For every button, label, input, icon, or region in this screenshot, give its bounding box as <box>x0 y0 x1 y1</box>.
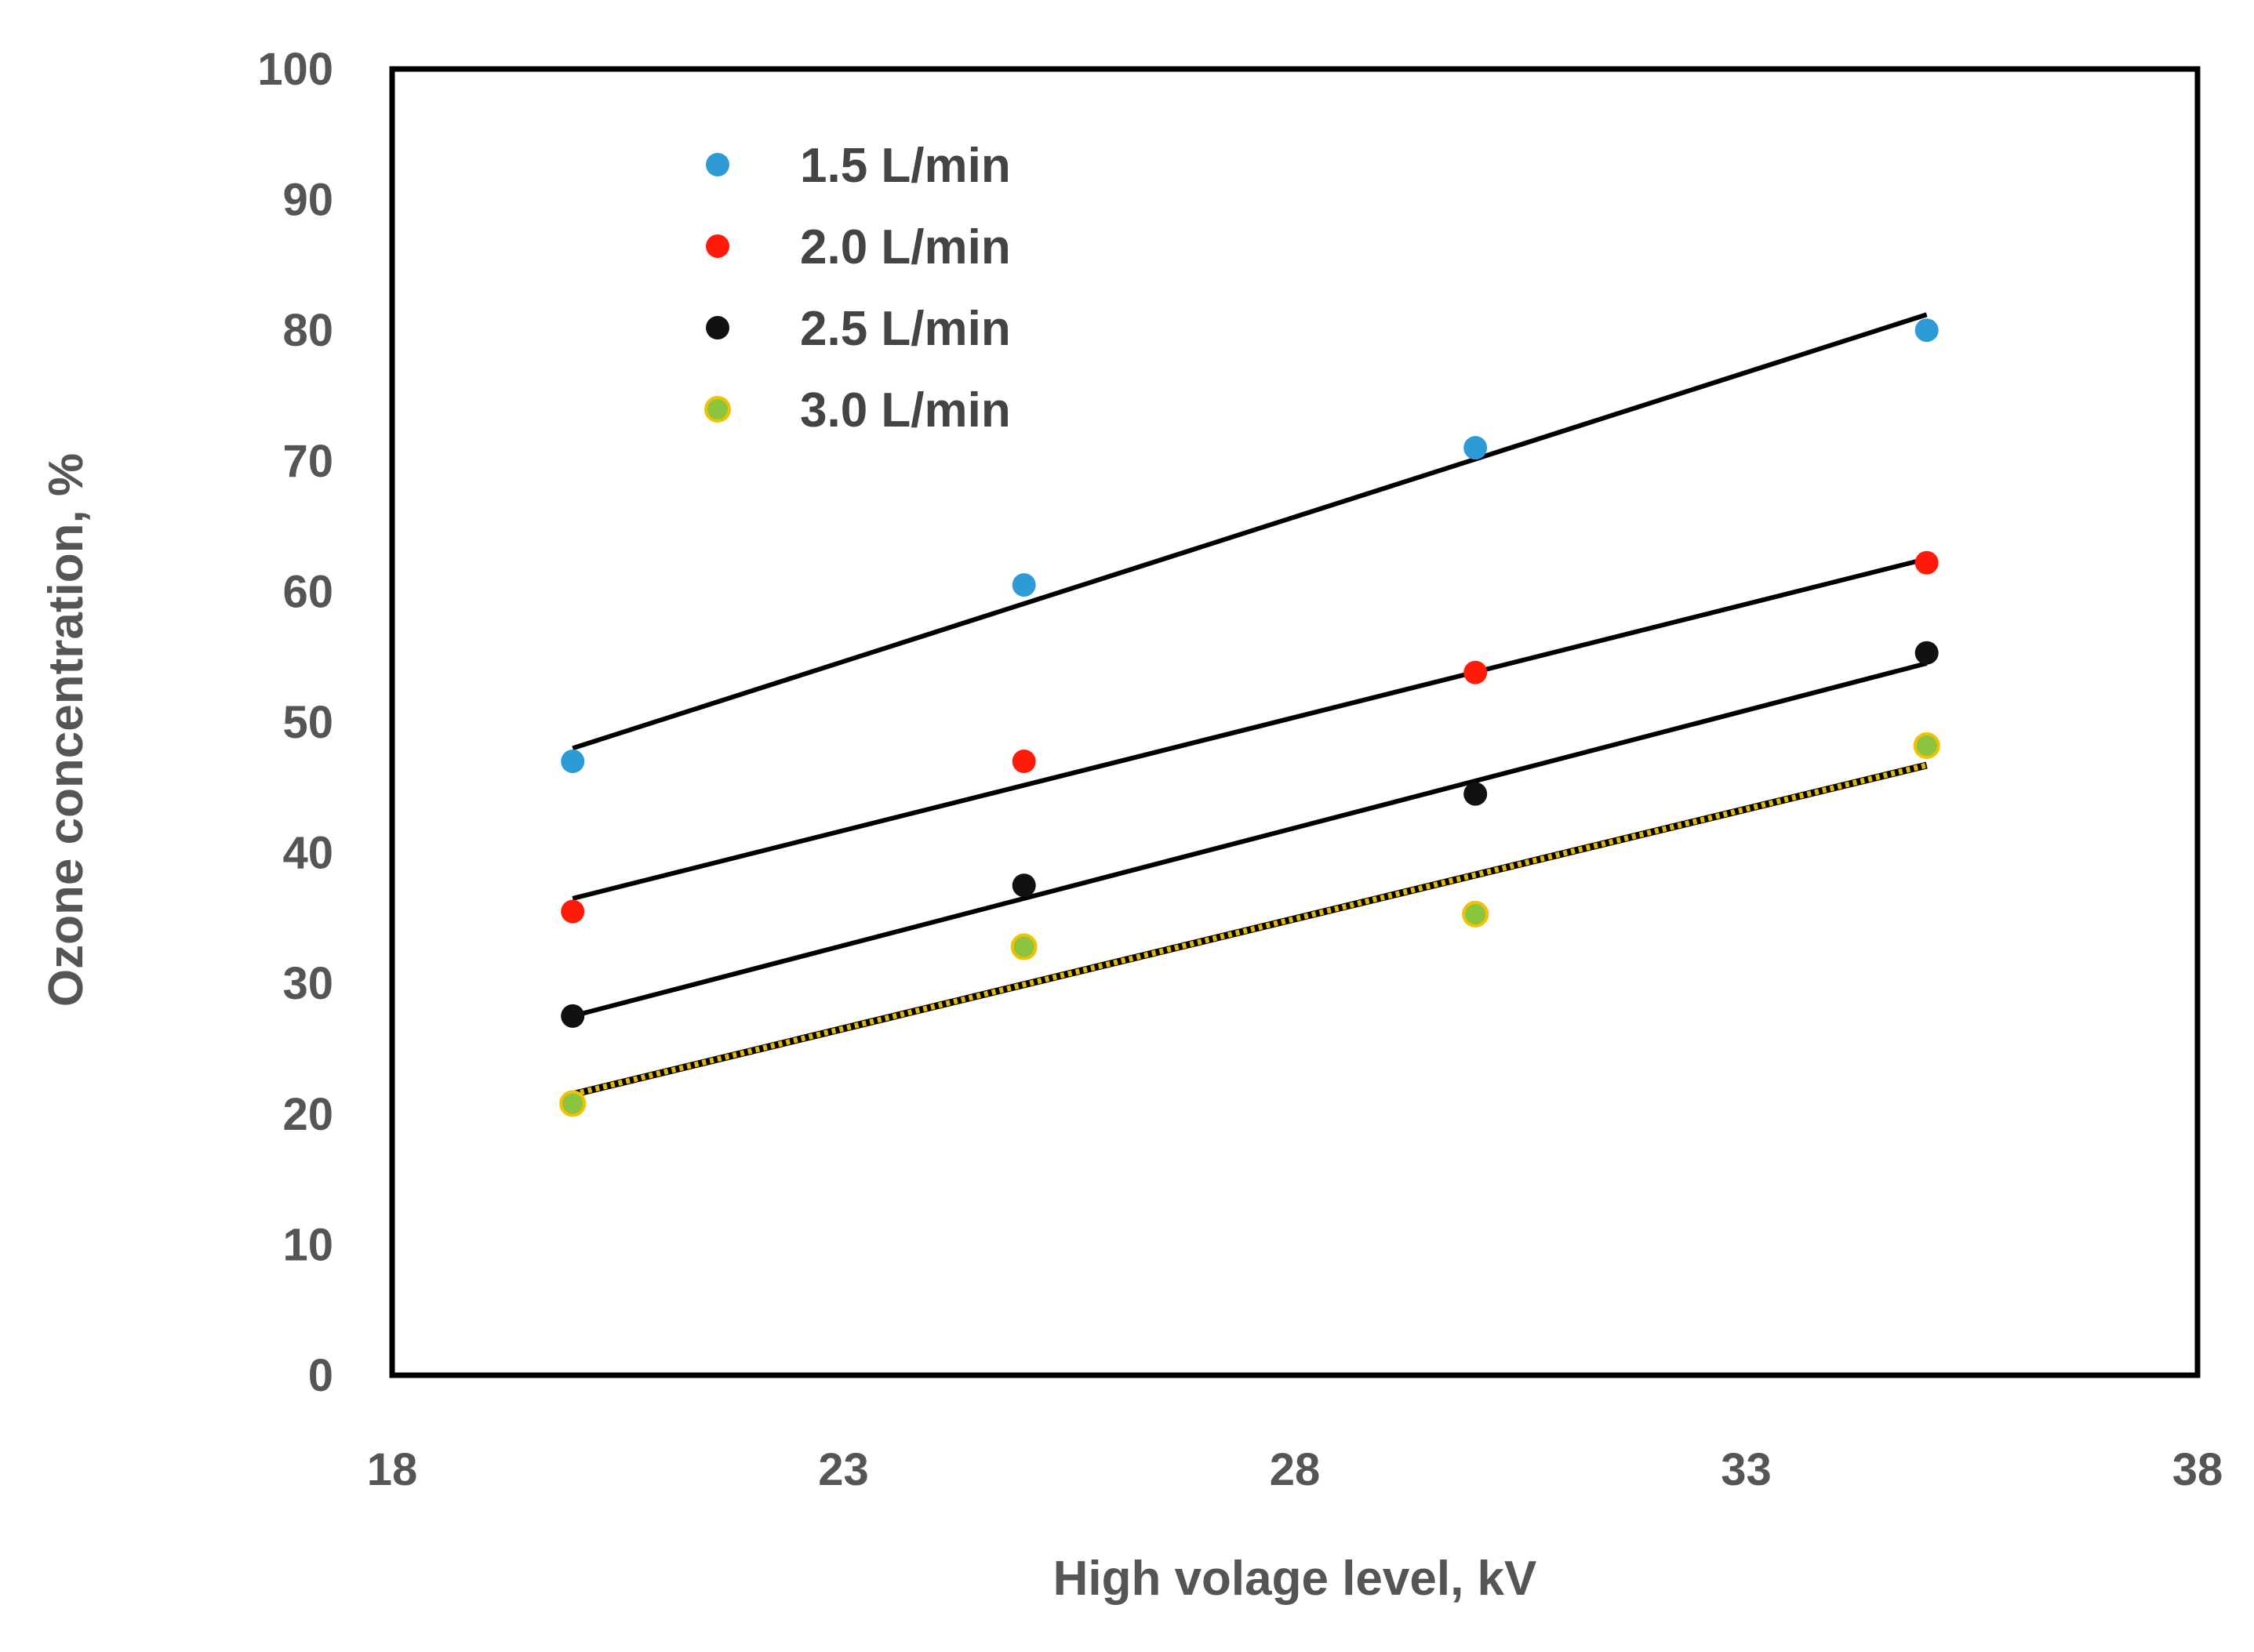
y-tick-label: 20 <box>282 1089 333 1140</box>
series-4 <box>559 732 1940 1117</box>
legend-marker <box>704 396 731 423</box>
plot-layer <box>559 312 1940 1117</box>
x-axis-title: High volage level, kV <box>1053 1552 1537 1606</box>
legend-label: 2.0 L/min <box>800 220 1011 274</box>
x-tick-label: 28 <box>1270 1444 1321 1495</box>
legend-marker <box>706 234 729 258</box>
data-point <box>1463 782 1488 806</box>
legend-item: 1.5 L/min <box>706 139 1011 193</box>
data-point <box>1012 873 1036 898</box>
x-tick-label: 33 <box>1721 1444 1772 1495</box>
data-point <box>1462 900 1489 928</box>
legend-item: 2.0 L/min <box>706 220 1011 274</box>
series-1 <box>561 312 1939 773</box>
y-tick-label: 70 <box>282 436 333 487</box>
legend-marker <box>706 153 729 176</box>
data-point <box>561 1004 585 1028</box>
data-point <box>1012 573 1036 597</box>
legend-item: 3.0 L/min <box>704 383 1011 438</box>
legend-marker <box>706 316 729 339</box>
legend-item: 2.5 L/min <box>706 302 1011 356</box>
y-tick-labels: 0 10 20 30 40 50 60 70 80 90 100 <box>257 44 333 1401</box>
trendline <box>572 312 1928 751</box>
x-tick-label: 23 <box>818 1444 869 1495</box>
data-point <box>1913 732 1940 759</box>
legend-label: 3.0 L/min <box>800 383 1011 438</box>
trendline <box>572 661 1928 1018</box>
plot-frame <box>389 66 2201 1378</box>
y-tick-label: 100 <box>257 44 333 95</box>
x-tick-label: 18 <box>367 1444 418 1495</box>
y-tick-label: 30 <box>282 958 333 1009</box>
x-tick-label: 38 <box>2172 1444 2223 1495</box>
x-tick-labels: 18 23 28 33 38 <box>367 1444 2223 1495</box>
data-point <box>1463 660 1488 684</box>
data-point <box>561 749 585 773</box>
y-tick-label: 90 <box>282 175 333 226</box>
data-point <box>1012 749 1036 773</box>
data-point <box>1914 318 1939 343</box>
trendline <box>572 762 1928 1098</box>
y-tick-label: 60 <box>282 566 333 617</box>
series-3 <box>561 641 1939 1028</box>
y-tick-label: 80 <box>282 305 333 356</box>
trendline <box>572 556 1928 901</box>
data-point <box>1463 436 1488 460</box>
y-tick-label: 40 <box>282 828 333 879</box>
y-axis-title: Ozone concentration, % <box>39 453 93 1007</box>
data-point <box>1010 933 1038 960</box>
y-tick-label: 50 <box>282 697 333 748</box>
legend-label: 1.5 L/min <box>800 139 1011 193</box>
legend: 1.5 L/min 2.0 L/min 2.5 L/min 3.0 L/min <box>704 139 1011 438</box>
data-point <box>561 899 585 924</box>
series-2 <box>561 550 1939 924</box>
data-point <box>1914 550 1939 575</box>
data-point <box>559 1090 587 1117</box>
data-point <box>1914 641 1939 665</box>
legend-label: 2.5 L/min <box>800 302 1011 356</box>
y-tick-label: 0 <box>308 1350 333 1401</box>
y-tick-label: 10 <box>282 1219 333 1270</box>
